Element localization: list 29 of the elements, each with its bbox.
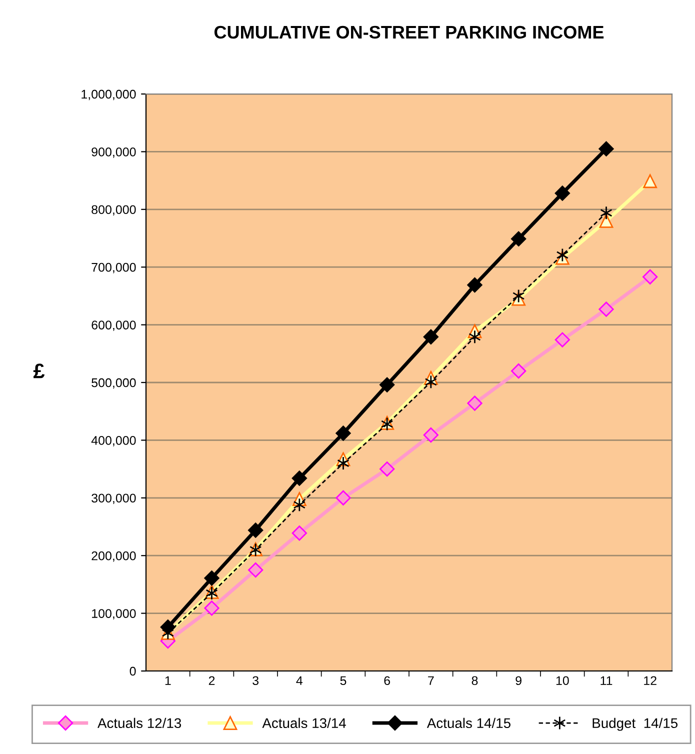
y-tick-label: 600,000: [92, 320, 136, 331]
y-tick-label: 0: [130, 666, 136, 676]
x-tick-label: 6: [384, 676, 390, 686]
y-tick-label: 300,000: [92, 494, 136, 504]
y-tick-label: 200,000: [92, 551, 136, 562]
chart-title: CUMULATIVE ON-STREET PARKING INCOME: [214, 26, 604, 39]
y-tick-label: 1,000,000: [82, 90, 136, 100]
x-tick-label: 12: [644, 676, 656, 685]
x-tick-label: 10: [556, 676, 569, 686]
legend-label: Actuals 13/14: [262, 718, 346, 728]
y-tick-label: 500,000: [92, 378, 136, 389]
x-tick-label: 4: [296, 676, 303, 685]
x-tick-label: 5: [340, 676, 346, 686]
y-tick-label: 100,000: [92, 609, 136, 620]
y-tick-label: 900,000: [92, 148, 136, 158]
x-tick-label: 2: [208, 676, 215, 685]
x-tick-label: 8: [472, 676, 478, 686]
y-tick-label: 700,000: [92, 262, 136, 274]
x-tick-label: 7: [428, 676, 434, 685]
legend-label: Actuals 14/15: [426, 718, 510, 728]
y-tick-label: 800,000: [92, 205, 136, 216]
y-tick-label: 400,000: [91, 436, 136, 446]
x-tick-label: 11: [600, 676, 612, 685]
legend-label: Actuals 12/13: [98, 718, 182, 728]
y-axis-title: £: [33, 364, 45, 378]
x-tick-label: 9: [516, 676, 522, 686]
x-tick-label: 1: [165, 676, 171, 685]
x-tick-label: 3: [252, 676, 259, 686]
legend-label: Budget 14/15: [592, 718, 678, 731]
